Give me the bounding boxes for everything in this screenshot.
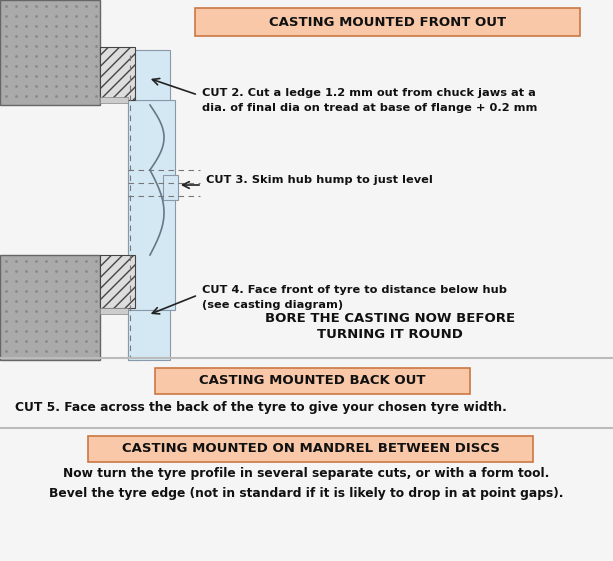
Bar <box>100 47 135 100</box>
Bar <box>88 436 533 462</box>
Bar <box>128 50 170 100</box>
Bar <box>100 255 135 308</box>
Text: Bevel the tyre edge (not in standard if it is likely to drop in at point gaps).: Bevel the tyre edge (not in standard if … <box>49 488 563 500</box>
Text: CUT 3. Skim hub hump to just level: CUT 3. Skim hub hump to just level <box>206 175 433 185</box>
Bar <box>0 255 100 360</box>
Bar <box>128 100 175 310</box>
Bar <box>163 175 178 200</box>
Text: CUT 5. Face across the back of the tyre to give your chosen tyre width.: CUT 5. Face across the back of the tyre … <box>15 402 507 415</box>
Bar <box>128 50 140 360</box>
Text: CASTING MOUNTED FRONT OUT: CASTING MOUNTED FRONT OUT <box>269 16 506 29</box>
Text: Now turn the tyre profile in several separate cuts, or with a form tool.: Now turn the tyre profile in several sep… <box>63 467 549 480</box>
Text: BORE THE CASTING NOW BEFORE: BORE THE CASTING NOW BEFORE <box>265 311 515 324</box>
Bar <box>0 0 100 105</box>
Bar <box>195 8 580 36</box>
Bar <box>100 97 128 103</box>
Text: CASTING MOUNTED BACK OUT: CASTING MOUNTED BACK OUT <box>199 375 426 388</box>
Text: CUT 2. Cut a ledge 1.2 mm out from chuck jaws at a: CUT 2. Cut a ledge 1.2 mm out from chuck… <box>202 88 536 98</box>
Text: (see casting diagram): (see casting diagram) <box>202 300 343 310</box>
Bar <box>100 308 128 314</box>
Text: CASTING MOUNTED ON MANDREL BETWEEN DISCS: CASTING MOUNTED ON MANDREL BETWEEN DISCS <box>121 443 500 456</box>
Text: CUT 4. Face front of tyre to distance below hub: CUT 4. Face front of tyre to distance be… <box>202 285 507 295</box>
Bar <box>155 368 470 394</box>
Text: dia. of final dia on tread at base of flange + 0.2 mm: dia. of final dia on tread at base of fl… <box>202 103 538 113</box>
Bar <box>128 310 170 360</box>
Text: TURNING IT ROUND: TURNING IT ROUND <box>317 328 463 341</box>
